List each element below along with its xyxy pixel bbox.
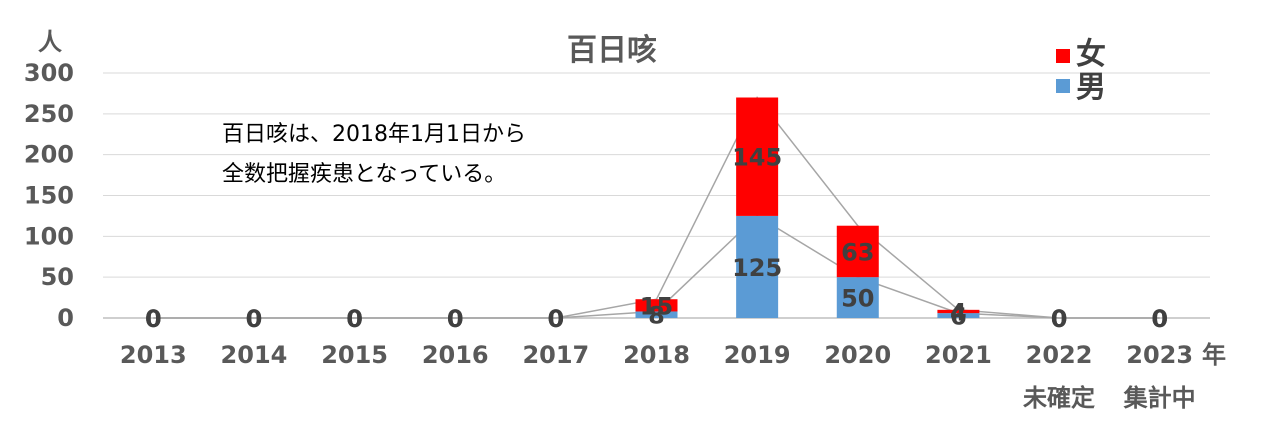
bar-segment	[635, 299, 678, 312]
bar-segment	[937, 313, 980, 318]
data-label: 6	[950, 303, 967, 331]
chart-title: 百日咳	[567, 33, 657, 68]
data-label: 0	[145, 305, 162, 333]
x-tick-label: 2014	[221, 341, 288, 369]
y-axis: 0 50 100 150 200 250 300	[24, 59, 74, 332]
data-label: 125	[732, 254, 782, 282]
bar-segment	[937, 309, 980, 314]
data-label: 145	[732, 144, 782, 172]
bar-segment	[736, 215, 779, 318]
x-tick-note: 未確定	[1023, 384, 1095, 412]
data-label: 0	[548, 305, 565, 333]
bars	[635, 97, 980, 318]
data-label: 0	[246, 305, 263, 333]
y-tick-label: 150	[24, 182, 74, 210]
legend-label-female: 女	[1076, 37, 1106, 72]
bar-segment	[736, 97, 779, 216]
x-tick-note: 集計中	[1123, 384, 1196, 412]
data-label: 0	[246, 305, 263, 333]
y-tick-label: 200	[24, 141, 74, 169]
data-label: 0	[548, 305, 565, 333]
data-label: 4	[950, 298, 967, 326]
x-axis: 2013 2014 2015 2016 2017 2018 2019 2020 2021 2022…	[120, 341, 1196, 412]
legend-label-male: 男	[1076, 70, 1106, 105]
data-label: 0	[1151, 305, 1168, 333]
x-tick-label: 2016	[422, 341, 489, 369]
data-label: 0	[346, 305, 363, 333]
annotation-line-1: 百日咳は、2018年1月1日から	[222, 122, 526, 147]
data-label: 15	[640, 292, 673, 320]
data-label: 8	[648, 302, 665, 330]
data-label: 0	[1151, 305, 1168, 333]
data-label: 0	[1051, 305, 1068, 333]
x-tick-label: 2023	[1126, 341, 1193, 369]
y-tick-label: 250	[24, 100, 74, 128]
x-tick-label: 2015	[321, 341, 388, 369]
data-label: 0	[1051, 305, 1068, 333]
bar-segment	[836, 277, 879, 318]
y-tick-label: 300	[24, 59, 74, 87]
y-tick-label: 100	[24, 222, 74, 250]
bar-segment	[836, 225, 879, 278]
data-label: 0	[145, 305, 162, 333]
legend-swatch-female	[1056, 49, 1070, 63]
y-axis-label: 人	[38, 28, 62, 56]
x-tick-label: 2022	[1026, 341, 1093, 369]
y-tick-label: 0	[57, 304, 74, 332]
y-tick-label: 50	[41, 263, 74, 291]
annotation: 百日咳は、2018年1月1日から 全数把握疾患となっている。	[222, 122, 526, 187]
x-tick-label: 2013	[120, 341, 187, 369]
gridlines	[103, 72, 1210, 319]
data-label: 0	[447, 305, 464, 333]
legend-swatch-male	[1056, 79, 1070, 93]
x-tick-label: 2019	[724, 341, 791, 369]
data-label: 50	[841, 285, 874, 313]
x-tick-label: 2021	[925, 341, 992, 369]
x-tick-label: 2017	[522, 341, 589, 369]
data-label: 63	[841, 238, 874, 266]
x-tick-label: 2020	[824, 341, 891, 369]
x-axis-label: 年	[1202, 341, 1226, 369]
data-label: 0	[447, 305, 464, 333]
x-tick-label: 2018	[623, 341, 690, 369]
annotation-line-2: 全数把握疾患となっている。	[222, 162, 506, 187]
bar-segment	[635, 311, 678, 318]
legend: 女 男	[1056, 37, 1106, 105]
data-label: 0	[346, 305, 363, 333]
